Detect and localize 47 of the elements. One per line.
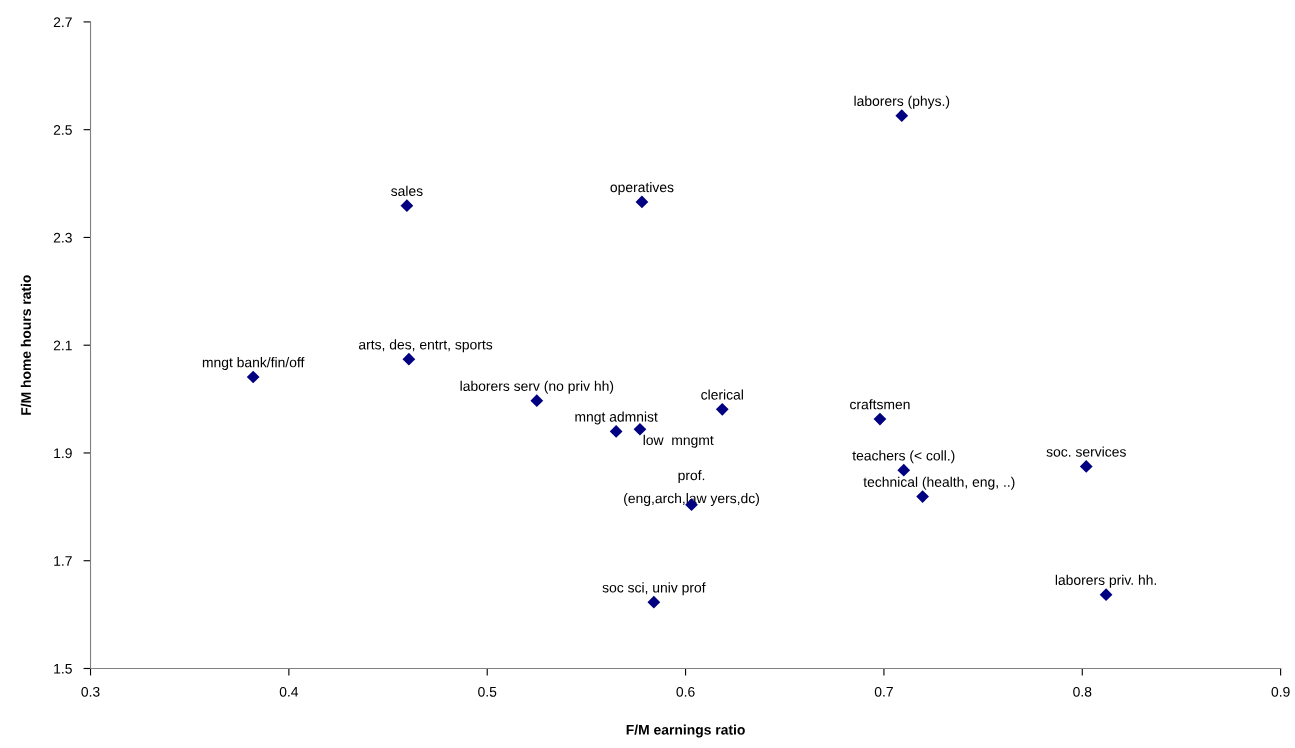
x-tick-label: 0.4 [279,686,299,697]
x-tick-label: 0.6 [676,686,695,697]
point [715,402,729,416]
x-tick-label: 0.3 [81,686,100,697]
annotation: mngt admnist [575,411,658,425]
point [635,195,649,209]
point [246,370,260,384]
annotation: teachers (< coll.) [852,450,955,464]
annotation: laborers (phys.) [854,95,950,109]
y-tick-label: 2.1 [53,340,72,351]
annotation: mngt bank/fin/off [202,357,305,371]
annotation: laborers priv. hh. [1055,574,1157,588]
point [647,595,661,609]
x-axis-title: F/M earnings ratio [626,724,745,738]
annotation: soc sci, univ prof [602,582,706,596]
annotation: low mngmt [643,434,714,448]
annotation: sales [391,185,423,196]
y-axis-title: F/M home hours ratio [20,275,32,415]
annotation: arts, des, entrt, sports [358,339,493,353]
annotation: laborers serv (no priv hh) [460,380,614,394]
y-tick-label: 2.5 [53,125,72,135]
point [1079,460,1093,473]
point [530,394,544,408]
x-tick-label: 0.7 [874,686,893,697]
point [609,425,623,438]
point [400,199,414,213]
point [895,109,909,123]
annotation: clerical [701,389,743,400]
x-tick-label: 0.9 [1271,686,1290,697]
y-tick-label: 1.9 [54,448,72,459]
annotation: soc. services [1046,446,1126,457]
point [897,463,911,477]
y-tick-label: 1.5 [54,663,72,674]
y-tick-label: 1.7 [54,556,72,566]
point [916,490,929,503]
x-tick-label: 0.8 [1073,686,1092,697]
annotation: prof. (eng,arch,law yers,dc) [624,470,759,506]
point [402,352,416,366]
annotation: craftsmen [850,399,910,410]
y-tick-label: 2.3 [53,232,72,243]
point [633,422,647,436]
point [873,412,887,426]
annotation: technical (health, eng, ..) [863,476,1015,490]
point [1099,588,1113,602]
x-tick-label: 0.5 [478,686,497,697]
y-tick-label: 2.7 [53,17,72,27]
annotation: operatives [610,181,674,195]
